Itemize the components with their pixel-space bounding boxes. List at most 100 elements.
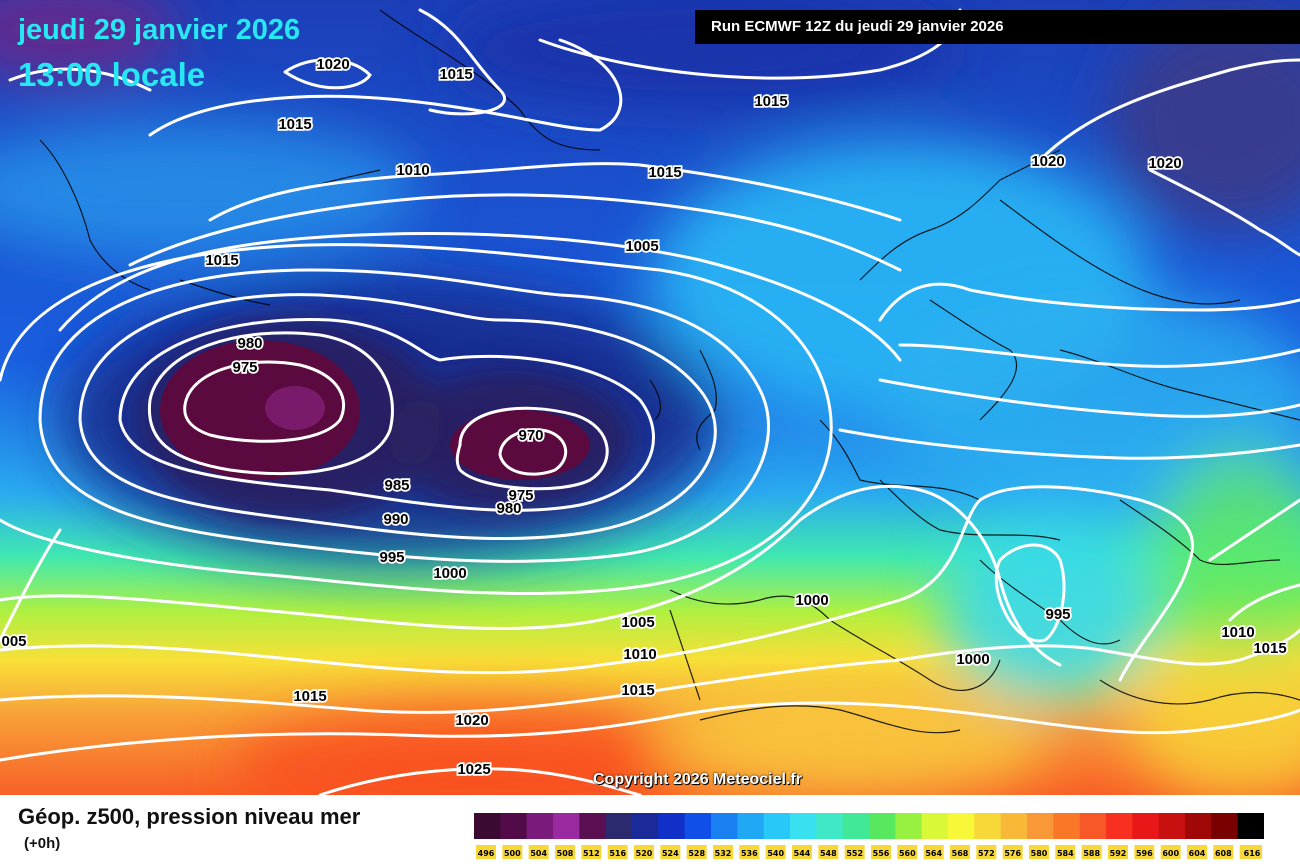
scale-tick-background xyxy=(581,845,602,859)
scale-tick-background xyxy=(1134,845,1155,859)
isobar-label: 970 xyxy=(518,427,543,444)
scale-tick-label: 560 xyxy=(899,849,916,858)
scale-tick-background xyxy=(765,845,786,859)
scale-tick-background xyxy=(713,845,733,859)
scale-tick-background xyxy=(555,845,575,859)
isobar-lines xyxy=(0,8,1300,795)
scale-tick-label: 616 xyxy=(1244,849,1261,858)
scale-tick-background xyxy=(1160,845,1181,859)
isobar-label: 1005 xyxy=(621,614,654,631)
scale-tick-background xyxy=(897,845,918,859)
scale-swatch xyxy=(1158,813,1186,839)
pressure-map: 1020 1015 1015 1015 1015 1010 1015 1015 … xyxy=(0,0,1300,795)
scale-tick-label: 580 xyxy=(1031,849,1048,858)
scale-tick-label: 516 xyxy=(609,849,626,858)
scale-tick-background xyxy=(1055,845,1076,859)
scale-swatch xyxy=(579,813,607,839)
scale-tick-label: 520 xyxy=(636,849,653,858)
isobar-label: 1025 xyxy=(457,761,490,778)
isobar-label: 980 xyxy=(237,335,262,352)
isobar-label: 980 xyxy=(496,500,521,517)
scale-tick-label: 528 xyxy=(688,849,705,858)
scale-swatch xyxy=(1027,813,1054,839)
scale-tick-label: 572 xyxy=(978,849,995,858)
forecast-date-title: jeudi 29 janvier 2026 xyxy=(18,14,301,46)
scale-tick-label: 600 xyxy=(1162,849,1179,858)
scale-swatch xyxy=(553,813,580,839)
scale-swatch xyxy=(474,813,501,839)
forecast-time-title: 13:00 locale xyxy=(18,56,206,93)
scale-swatch xyxy=(684,813,712,839)
scale-swatch xyxy=(921,813,949,839)
isobar-label: 1015 xyxy=(1253,640,1286,657)
scale-tick-label: 552 xyxy=(846,849,863,858)
scale-tick-label: 604 xyxy=(1189,849,1206,858)
isobar-label: 005 xyxy=(1,633,26,650)
scale-swatch xyxy=(948,813,975,839)
scale-tick-background xyxy=(844,845,865,859)
scale-tick-label: 548 xyxy=(820,849,837,858)
scale-tick-label: 508 xyxy=(557,849,574,858)
isobar-label: 1000 xyxy=(956,651,989,668)
isobar-label: 990 xyxy=(383,511,408,528)
scale-swatch xyxy=(816,813,844,839)
isobar-label: 975 xyxy=(232,359,257,376)
scale-swatch xyxy=(842,813,870,839)
scale-tick-label: 500 xyxy=(504,849,521,858)
coastlines xyxy=(39,9,1300,734)
isobar-labels: 1020 1015 1015 1015 1015 1010 1015 1015 … xyxy=(0,54,1288,780)
isobar-label: 975 xyxy=(508,487,533,504)
isobar-label: 1020 xyxy=(1031,153,1064,170)
scale-tick-background xyxy=(1002,845,1023,859)
scale-swatch xyxy=(1079,813,1107,839)
scale-swatch xyxy=(895,813,923,839)
scale-tick-background xyxy=(502,845,523,859)
legend-title: Géop. z500, pression niveau mer xyxy=(18,804,361,829)
scale-tick-background xyxy=(923,845,944,859)
scale-tick-label: 592 xyxy=(1110,849,1127,858)
scale-swatch xyxy=(658,813,686,839)
scale-swatch xyxy=(1132,813,1160,839)
scale-tick-label: 588 xyxy=(1083,849,1100,858)
isobar-label: 1015 xyxy=(439,66,472,83)
scale-tick-background xyxy=(476,845,496,859)
scale-tick-label: 504 xyxy=(530,849,547,858)
scale-swatch xyxy=(974,813,1002,839)
scale-tick-label: 544 xyxy=(794,849,811,858)
scale-swatch xyxy=(605,813,633,839)
isobar-label: 1015 xyxy=(648,164,681,181)
scale-tick-label: 608 xyxy=(1215,849,1232,858)
isobar-label: 1000 xyxy=(433,565,466,582)
scale-tick-label: 532 xyxy=(715,849,732,858)
scale-tick-background xyxy=(1242,845,1262,859)
scale-swatch xyxy=(1185,813,1212,839)
scale-swatch xyxy=(869,813,896,839)
isobar-label: 995 xyxy=(379,549,404,566)
scale-tick-label: 540 xyxy=(767,849,784,858)
scale-tick-label: 556 xyxy=(873,849,890,858)
isobar-label: 1005 xyxy=(625,238,658,255)
isobar-label: 995 xyxy=(1045,606,1070,623)
scale-swatch xyxy=(526,813,554,839)
legend-subtitle: (+0h) xyxy=(24,835,61,852)
scale-swatch xyxy=(790,813,817,839)
scale-tick-background xyxy=(1081,845,1102,859)
isobar-label: 1020 xyxy=(455,712,488,729)
scale-tick-label: 512 xyxy=(583,849,600,858)
isobar-label: 1015 xyxy=(278,116,311,133)
scale-tick-background xyxy=(660,845,681,859)
scale-swatch xyxy=(711,813,738,839)
isobar-label: 985 xyxy=(384,477,409,494)
scale-swatch xyxy=(1000,813,1028,839)
scale-swatch xyxy=(1211,813,1239,839)
scale-tick-label: 496 xyxy=(478,849,495,858)
isobar-label: 1015 xyxy=(205,252,238,269)
scale-tick-background xyxy=(528,845,549,859)
isobar-label: 1010 xyxy=(623,646,656,663)
scale-tick-background xyxy=(1029,845,1049,859)
scale-tick-background xyxy=(634,845,654,859)
model-run-banner: Run ECMWF 12Z du jeudi 29 janvier 2026 xyxy=(695,10,1300,44)
isobar-label: 1020 xyxy=(1148,155,1181,172)
scale-swatch xyxy=(737,813,765,839)
scale-swatch xyxy=(763,813,791,839)
